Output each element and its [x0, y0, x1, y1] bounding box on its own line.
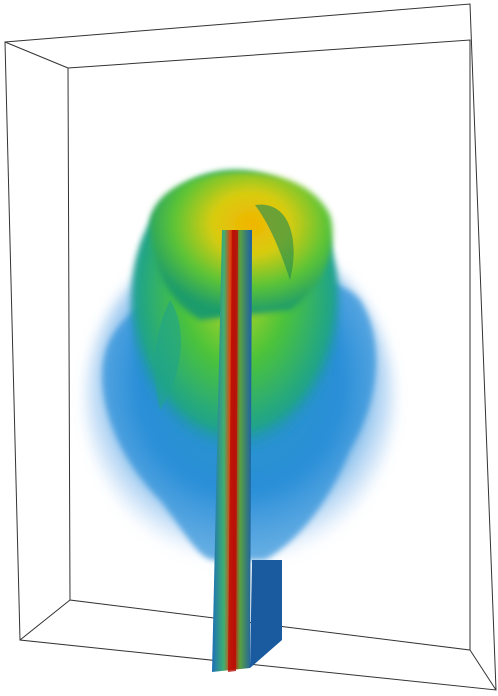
stem-core	[228, 230, 238, 672]
stem-side	[250, 560, 282, 668]
box-edge	[19, 599, 71, 641]
box-edge	[469, 649, 497, 691]
vortex	[154, 300, 181, 410]
jet-stem	[212, 230, 282, 672]
bounding-box	[4, 3, 497, 691]
box-edge	[4, 41, 69, 69]
vortex	[255, 204, 294, 280]
